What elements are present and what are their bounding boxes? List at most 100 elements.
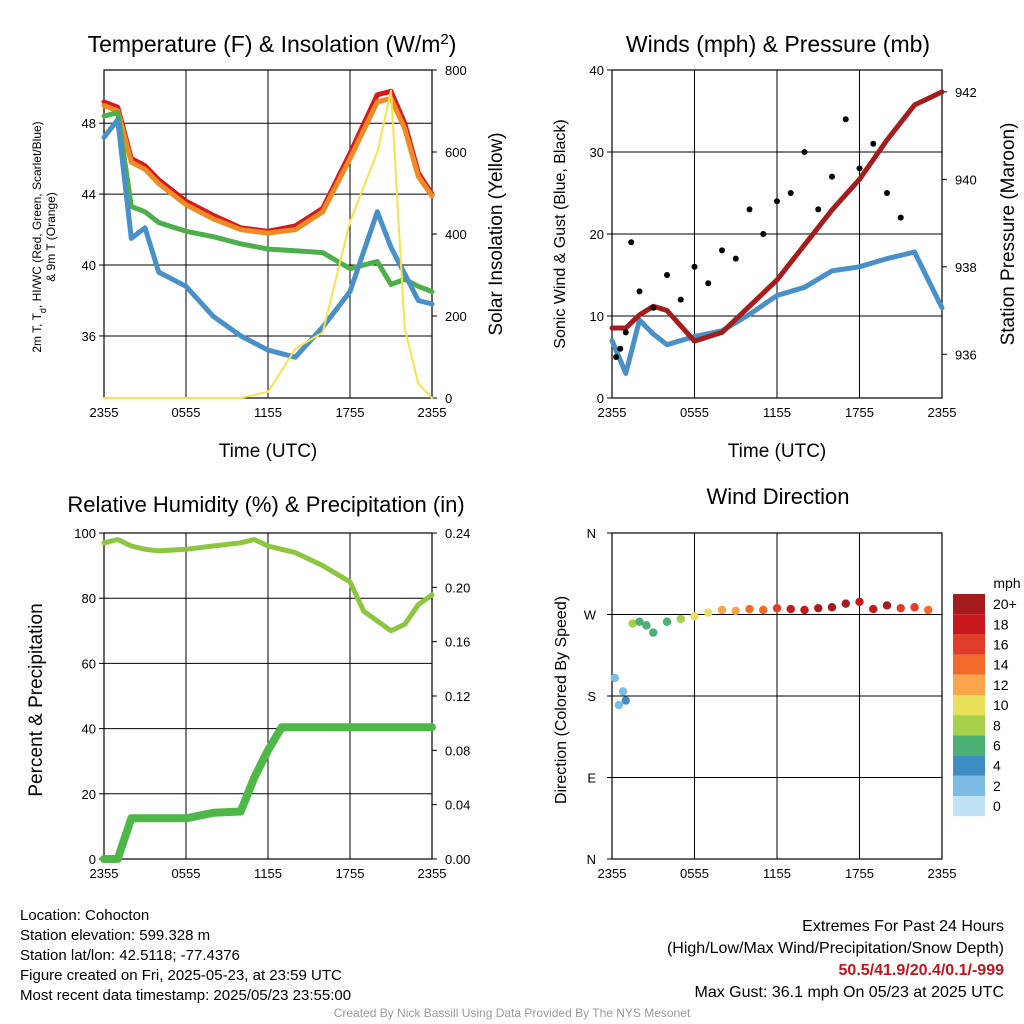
y-axis-label-line2: & 9m T (Orange) <box>44 192 58 282</box>
y2-axis-label: Solar Insolation (Yellow) <box>486 132 507 335</box>
series-line-5 <box>103 89 433 399</box>
y2-tick-label: 940 <box>955 172 977 187</box>
gust-point <box>622 329 629 336</box>
chart-title: Temperature (F) & Insolation (W/m2) <box>88 31 457 58</box>
y-tick-label: 40 <box>82 722 96 737</box>
direction-point <box>896 603 905 613</box>
y-tick-label: 80 <box>82 591 96 606</box>
direction-point <box>814 603 823 613</box>
colorbar-label: 14 <box>993 657 1009 673</box>
y-tick-label: 10 <box>590 309 604 324</box>
y2-tick-label: 0 <box>445 391 452 406</box>
y2-axis-label: Station Pressure (Maroon) <box>998 123 1019 346</box>
gust-point <box>664 272 670 278</box>
series-line-2 <box>100 723 436 863</box>
series-line-2 <box>101 95 435 236</box>
y2-tick-label: 938 <box>955 260 977 275</box>
extremes-block: Extremes For Past 24 Hours (High/Low/Max… <box>667 916 1004 1004</box>
gust-point <box>732 255 739 262</box>
y-tick-label: E <box>587 771 596 786</box>
x-axis-label: Time (UTC) <box>219 441 318 462</box>
x-tick-label: 1155 <box>254 405 282 420</box>
x-tick-label: 1155 <box>763 405 791 420</box>
direction-point <box>924 605 933 615</box>
station-location: Location: Cohocton <box>20 907 150 924</box>
series-line-4 <box>101 117 435 360</box>
gust-point <box>897 214 904 221</box>
gust-point <box>842 116 849 123</box>
direction-point <box>662 617 672 626</box>
y-tick-label: 20 <box>82 787 96 802</box>
x-axis-label: Time (UTC) <box>728 441 827 462</box>
gust-point <box>829 173 835 180</box>
x-tick-label: 2355 <box>418 866 447 881</box>
y2-tick-label: 0.20 <box>445 580 470 595</box>
gust-point <box>677 296 684 303</box>
extremes-title: Extremes For Past 24 Hours <box>802 918 1004 935</box>
chart-panel-2: 2355 0555 1155 1755 235501020304093693894094… <box>552 31 1019 462</box>
direction-point <box>759 605 768 615</box>
x-tick-label: 0555 <box>172 405 201 420</box>
y2-tick-label: 0.04 <box>445 798 470 813</box>
x-tick-label: 2355 <box>90 866 119 881</box>
y-tick-label: 40 <box>82 258 96 273</box>
gust-point <box>856 165 863 172</box>
chart-title: Wind Direction <box>706 484 849 509</box>
colorbar-swatch <box>953 594 985 615</box>
colorbar-swatch <box>953 614 985 635</box>
y2-tick-label: 200 <box>445 309 467 324</box>
y-axis-label: Direction (Colored By Speed) <box>553 596 570 804</box>
station-elevation: Station elevation: 599.328 m <box>20 927 211 944</box>
figure-created: Figure created on Fri, 2025-05-23, at 23… <box>20 967 342 984</box>
direction-point <box>621 696 630 705</box>
direction-point <box>618 687 628 696</box>
x-tick-label: 1755 <box>845 405 874 420</box>
direction-point <box>628 619 637 628</box>
extremes-subtitle: (High/Low/Max Wind/Precipitation/Snow De… <box>666 940 1004 957</box>
gust-point <box>719 247 725 254</box>
chart-title: Relative Humidity (%) & Precipitation (i… <box>67 492 464 517</box>
colorbar-label: 6 <box>993 738 1001 754</box>
series-line-3 <box>101 110 435 295</box>
colorbar-swatch <box>953 674 985 695</box>
x-tick-label: 0555 <box>680 866 709 881</box>
x-tick-label: 0555 <box>680 405 709 420</box>
chart-panel-3: 2355 0555 1155 1755 23550204060801000.000.04… <box>26 492 470 881</box>
direction-point <box>704 608 713 617</box>
x-tick-label: 1755 <box>336 866 365 881</box>
x-tick-label: 2355 <box>90 405 119 420</box>
colorbar-swatch <box>953 755 985 776</box>
direction-point <box>614 700 624 710</box>
title-close: ) <box>449 31 457 57</box>
direction-point <box>635 617 644 626</box>
y-tick-label: 60 <box>82 656 96 671</box>
gust-point <box>705 280 712 287</box>
direction-point <box>745 604 754 614</box>
y-tick-label: N <box>587 526 596 541</box>
y2-tick-label: 936 <box>955 347 977 362</box>
y-tick-label: 0 <box>89 852 96 867</box>
y-tick-label: 40 <box>590 63 604 78</box>
x-tick-label: 1755 <box>336 405 365 420</box>
gust-point <box>815 206 822 213</box>
colorbar-label: 12 <box>993 677 1009 693</box>
direction-point <box>910 603 919 612</box>
direction-point <box>610 673 619 683</box>
colorbar-label: 4 <box>993 758 1001 774</box>
colorbar-swatch <box>953 695 985 716</box>
direction-point <box>690 612 699 621</box>
series-line-1 <box>101 537 435 634</box>
colorbar-label: 16 <box>993 637 1009 653</box>
extremes-values: 50.5/41.9/20.4/0.1/-999 <box>838 962 1004 979</box>
gust-point <box>774 198 780 205</box>
direction-point <box>642 621 651 630</box>
y-tick-label: 30 <box>590 145 604 160</box>
gust-point <box>746 206 753 213</box>
y2-tick-label: 600 <box>445 145 467 160</box>
colorbar-label: 20+ <box>993 596 1017 612</box>
x-tick-label: 2355 <box>598 866 627 881</box>
x-tick-label: 2355 <box>928 405 957 420</box>
chart-title: Winds (mph) & Pressure (mb) <box>626 31 930 57</box>
y-label-subscript: d <box>38 308 48 313</box>
